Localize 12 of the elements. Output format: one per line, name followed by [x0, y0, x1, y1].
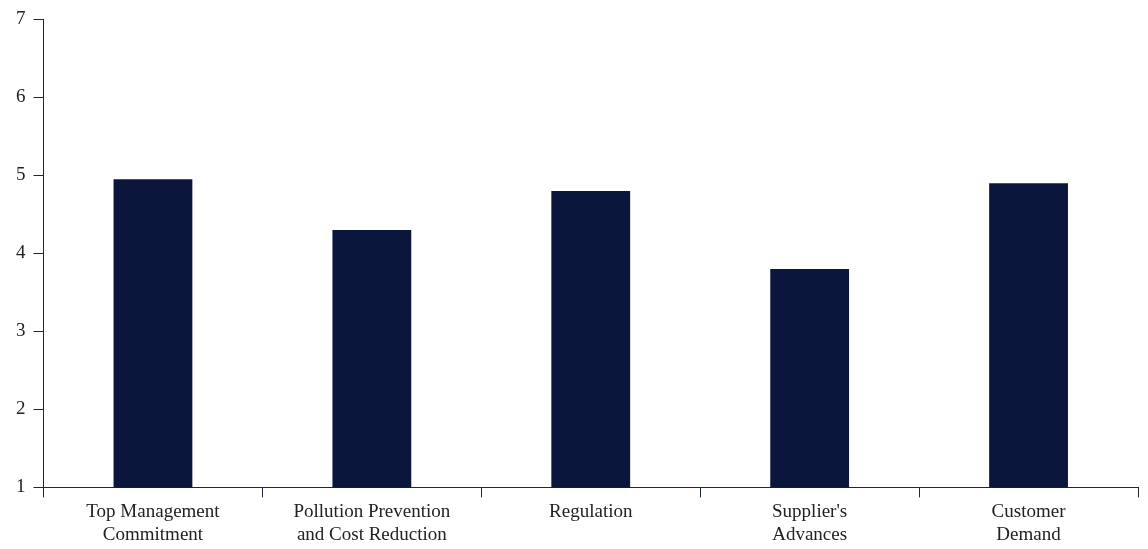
x-tick-label: Regulation — [549, 499, 633, 521]
y-tick-label: 1 — [16, 475, 26, 497]
y-tick-label: 2 — [16, 397, 26, 419]
x-tick-label: Top Management Commitment — [86, 499, 221, 544]
x-tick-label: Supplier's Advances — [772, 499, 848, 544]
y-tick-label: 6 — [16, 85, 26, 107]
x-tick-label: Pollution Prevention and Cost Reduction — [293, 499, 451, 544]
y-tick-label: 3 — [16, 319, 26, 341]
x-tick-label: Customer Demand — [991, 499, 1067, 544]
y-tick-label: 7 — [16, 7, 26, 29]
y-tick-label: 4 — [16, 241, 26, 263]
y-tick-label: 5 — [16, 163, 26, 185]
